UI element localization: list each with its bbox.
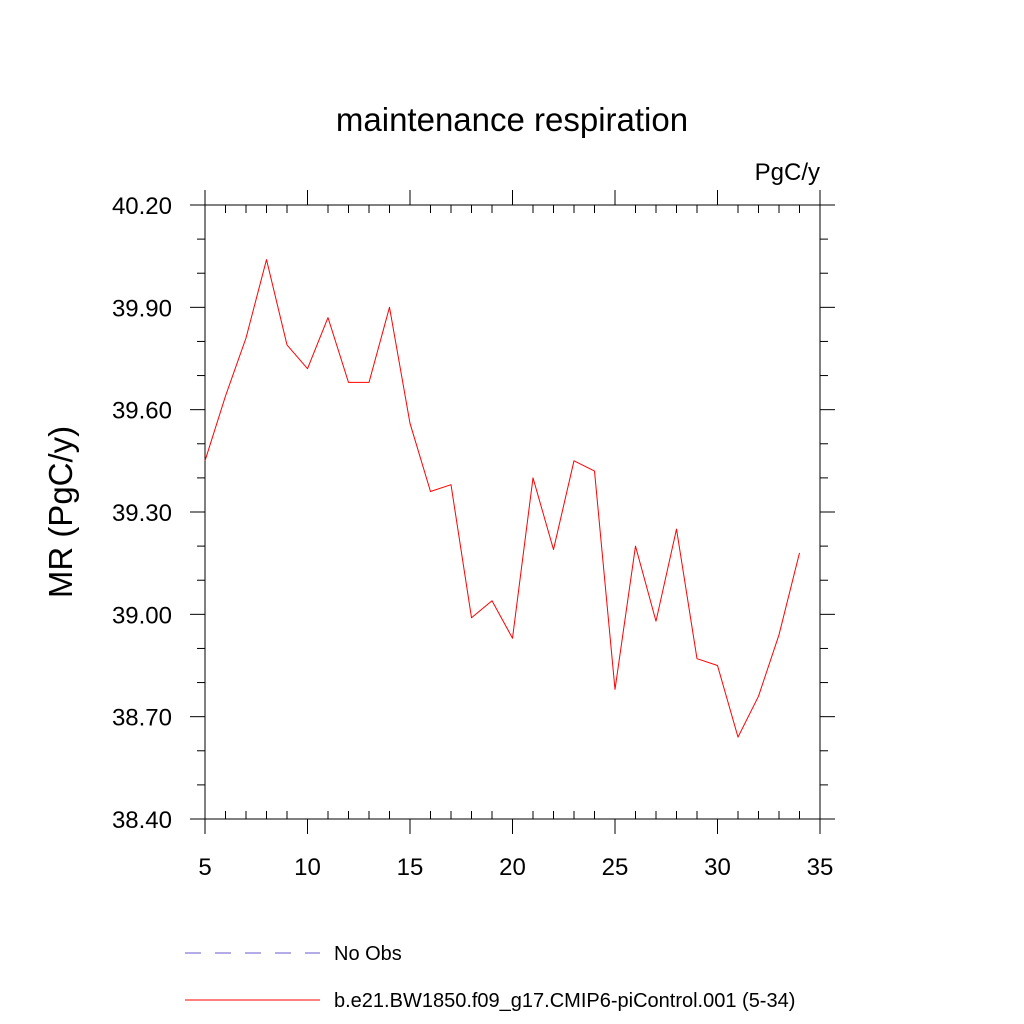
chart-title: maintenance respiration bbox=[336, 101, 688, 138]
y-tick-label: 39.30 bbox=[112, 500, 172, 527]
x-tick-label: 5 bbox=[198, 854, 211, 881]
axis-ticks bbox=[190, 190, 835, 834]
series-line-0 bbox=[204, 259, 800, 738]
y-axis-label: MR (PgC/y) bbox=[42, 426, 79, 598]
plot-frame bbox=[204, 204, 821, 820]
x-tick-label: 30 bbox=[704, 854, 731, 881]
x-tick-label: 10 bbox=[294, 854, 321, 881]
y-tick-label: 39.90 bbox=[112, 295, 172, 322]
x-tick-label: 35 bbox=[807, 854, 834, 881]
y-tick-label: 39.60 bbox=[112, 398, 172, 425]
legend-label-picontrol: b.e21.BW1850.f09_g17.CMIP6-piControl.001… bbox=[334, 990, 795, 1012]
legend-label-no-obs: No Obs bbox=[334, 943, 402, 965]
y-tick-label: 38.40 bbox=[112, 807, 172, 834]
y-tick-label: 40.20 bbox=[112, 193, 172, 220]
legend: No Obs b.e21.BW1850.f09_g17.CMIP6-piCont… bbox=[185, 943, 795, 1012]
units-label: PgC/y bbox=[755, 159, 820, 186]
y-tick-label: 39.00 bbox=[112, 602, 172, 629]
series-layer bbox=[204, 259, 800, 738]
y-tick-label: 38.70 bbox=[112, 705, 172, 732]
x-tick-label: 25 bbox=[602, 854, 629, 881]
x-tick-label: 15 bbox=[397, 854, 424, 881]
x-tick-label: 20 bbox=[499, 854, 526, 881]
axis-tick-labels: 5 10 15 20 25 30 35 38.40 38.70 39.00 39.30 39.60 39… bbox=[112, 193, 833, 881]
